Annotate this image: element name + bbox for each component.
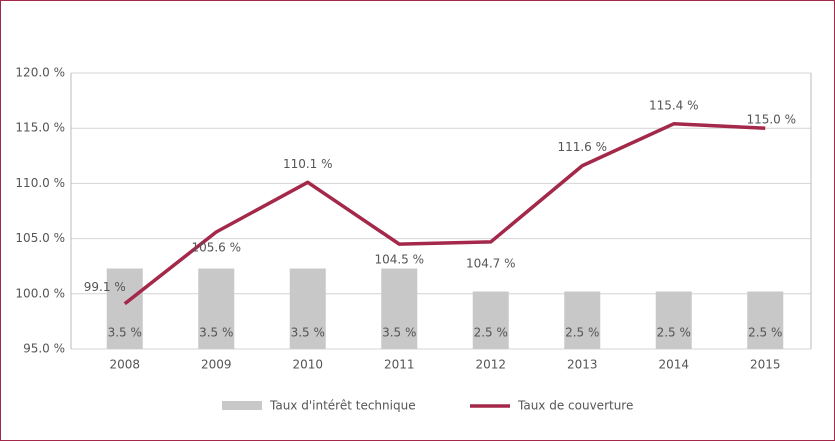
line-label: 115.0 % [746,113,796,127]
x-tick-label: 2014 [658,358,689,372]
legend-label: Taux d'intérêt technique [269,399,416,413]
x-tick-label: 2015 [750,358,781,372]
x-tick-label: 2013 [567,358,598,372]
line-label: 104.7 % [466,256,516,270]
y-tick-label: 120.0 % [15,66,65,80]
bar [289,268,326,349]
y-tick-label: 105.0 % [15,231,65,245]
line-label: 99.1 % [84,280,126,294]
y-tick-label: 100.0 % [15,286,65,300]
x-tick-label: 2008 [109,358,140,372]
bar-label: 3.5 % [382,326,416,340]
y-tick-label: 110.0 % [15,176,65,190]
x-tick-label: 2011 [384,358,415,372]
y-tick-label: 95.0 % [23,342,65,356]
bar-label: 3.5 % [199,326,233,340]
line-label: 111.6 % [557,140,607,154]
bar-label: 3.5 % [108,326,142,340]
line-label: 105.6 % [191,240,241,254]
bar [655,291,692,349]
legend-label: Taux de couverture [517,399,633,413]
x-tick-label: 2010 [292,358,323,372]
bar [472,291,509,349]
y-tick-label: 115.0 % [15,121,65,135]
line-label: 104.5 % [374,253,424,267]
bar [564,291,601,349]
bar-label: 2.5 % [657,326,691,340]
x-tick-label: 2012 [475,358,506,372]
bar [747,291,784,349]
bar [106,268,143,349]
bar-label: 2.5 % [474,326,508,340]
bar [381,268,418,349]
bar-label: 3.5 % [291,326,325,340]
bar-label: 2.5 % [748,326,782,340]
bar-label: 2.5 % [565,326,599,340]
line-label: 115.4 % [649,98,699,112]
x-tick-label: 2009 [201,358,232,372]
bar [198,268,235,349]
line [123,122,766,306]
line-label: 110.1 % [283,157,333,171]
legend-swatch [222,401,262,410]
